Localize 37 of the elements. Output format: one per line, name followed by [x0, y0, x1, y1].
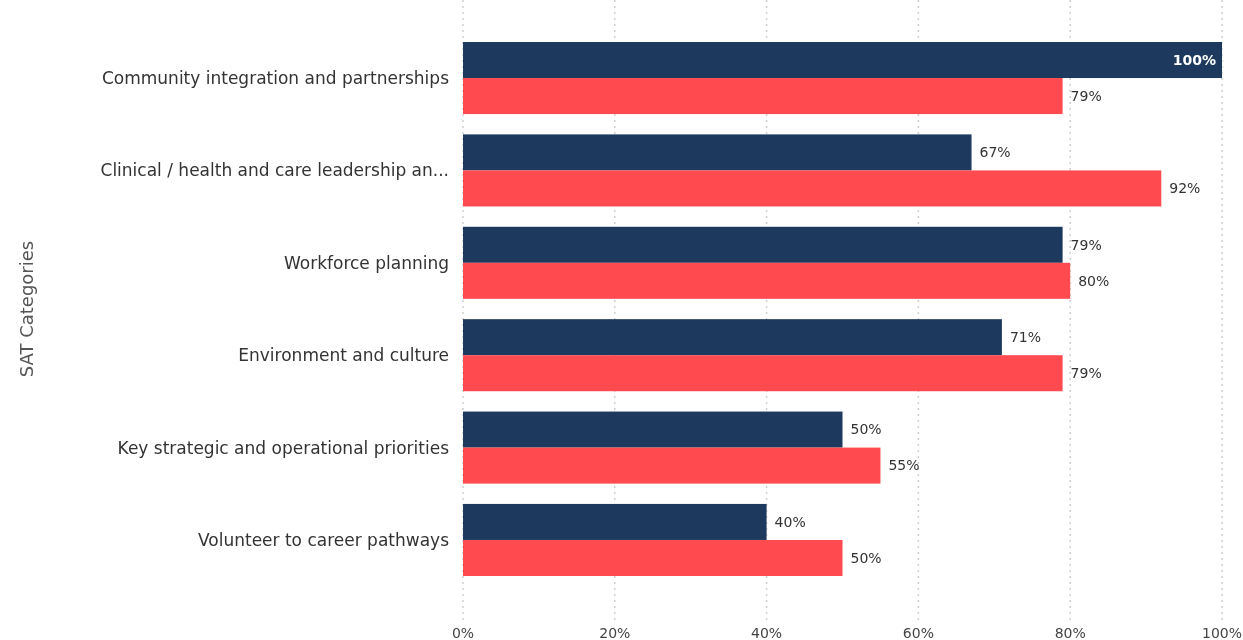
- y-tick-label: Volunteer to career pathways: [197, 529, 450, 550]
- y-tick-label: Environment and culture: [238, 345, 449, 366]
- data-label: 40%: [774, 513, 806, 530]
- data-label: 50%: [850, 421, 882, 438]
- x-tick-label: 40%: [751, 625, 783, 640]
- x-tick-label: 80%: [1054, 625, 1086, 640]
- x-tick-label: 0%: [451, 625, 475, 640]
- bar: [463, 411, 843, 448]
- y-tick-label: Key strategic and operational priorities: [117, 437, 450, 458]
- data-label: 79%: [1070, 236, 1102, 253]
- data-label: 71%: [1009, 329, 1042, 346]
- x-tick-label: 60%: [902, 625, 934, 640]
- x-tick-label: 20%: [599, 625, 631, 640]
- data-label: 67%: [979, 144, 1011, 161]
- data-label: 100%: [1172, 51, 1216, 68]
- data-label: 92%: [1169, 180, 1201, 197]
- y-axis-title: SAT Categories: [16, 240, 37, 378]
- bar: [463, 78, 1063, 115]
- data-label: 80%: [1078, 272, 1110, 289]
- data-label: 79%: [1070, 365, 1102, 382]
- bar: [463, 262, 1071, 299]
- y-tick-label: Clinical / health and care leadership an...: [100, 160, 449, 181]
- bar: [463, 134, 972, 171]
- bar: [463, 539, 843, 576]
- bar: [463, 42, 1222, 79]
- bar: [463, 170, 1162, 207]
- data-label: 79%: [1070, 87, 1102, 104]
- bar: [463, 447, 881, 484]
- bar: [463, 503, 767, 540]
- y-tick-label: Community integration and partnerships: [101, 67, 450, 88]
- x-tick-label: 100%: [1201, 625, 1243, 640]
- bar: [463, 226, 1063, 263]
- data-label: 55%: [888, 457, 920, 474]
- y-tick-label: Workforce planning: [283, 252, 449, 273]
- bar: [463, 319, 1002, 356]
- data-label: 50%: [850, 549, 882, 566]
- bar: [463, 355, 1063, 392]
